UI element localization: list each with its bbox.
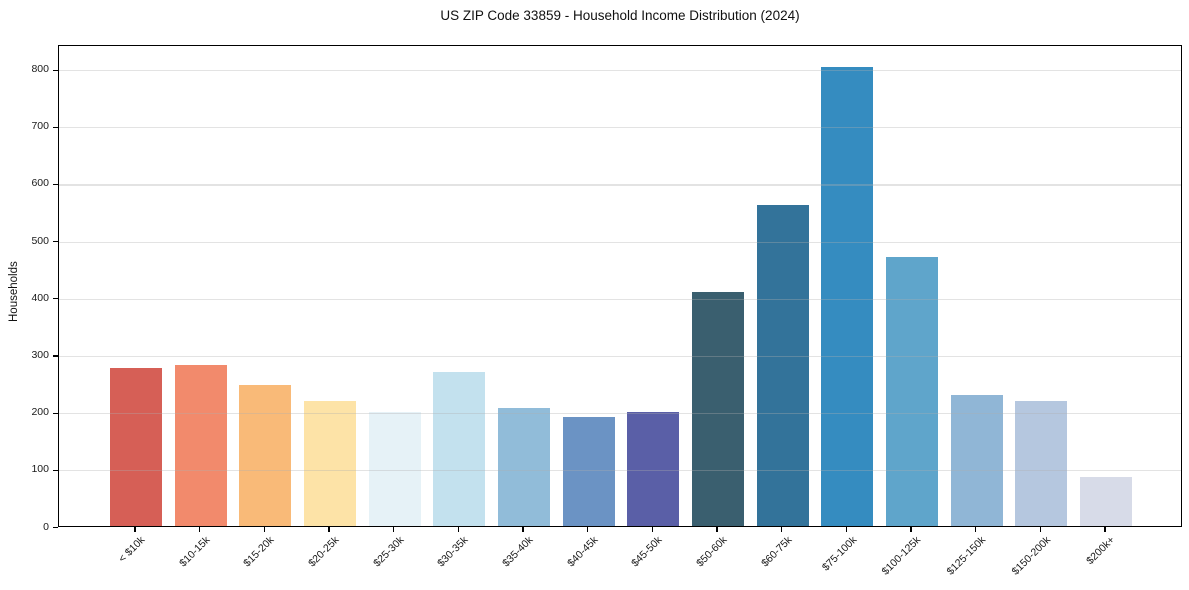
x-tick-label: < $10k (116, 534, 148, 565)
y-tick-label: 0 (43, 520, 49, 533)
x-tick-mark (263, 527, 265, 532)
x-tick-mark (651, 527, 653, 532)
gridline (59, 69, 1181, 72)
bar-$75-100k (821, 66, 874, 526)
gridline (59, 184, 1181, 186)
bar-$100-125k (886, 257, 939, 526)
bar-$30-35k (433, 371, 486, 526)
y-tick-label: 100 (31, 463, 49, 476)
x-tick-label: $60-75k (758, 534, 795, 570)
gridline (59, 241, 1181, 243)
x-tick-label: $50-60k (694, 534, 730, 570)
bar-$45-50k (627, 412, 680, 526)
x-tick-mark (199, 527, 201, 532)
x-tick-mark (1104, 527, 1106, 532)
gridline (59, 298, 1181, 300)
bar-$25-30k (368, 412, 421, 526)
bar-$20-25k (303, 400, 356, 526)
y-tick-mark (53, 527, 58, 529)
x-tick-mark (134, 527, 136, 532)
y-tick-label: 200 (31, 406, 49, 419)
x-tick-label: $10-15k (176, 534, 213, 570)
y-tick-mark (53, 355, 58, 357)
y-tick-label: 500 (31, 234, 49, 247)
x-tick-mark (716, 527, 718, 532)
chart-title: US ZIP Code 33859 - Household Income Dis… (440, 8, 800, 23)
x-tick-label: $35-40k (500, 534, 536, 570)
bar-$35-40k (497, 407, 550, 526)
y-tick-mark (53, 183, 58, 186)
x-tick-label: $20-25k (306, 534, 342, 570)
gridline (59, 413, 1181, 415)
x-tick-label: $125-150k (944, 534, 989, 578)
gridline (59, 355, 1181, 358)
x-tick-label: $75-100k (819, 534, 859, 574)
bar-$50-60k (692, 291, 744, 526)
y-tick-mark (53, 298, 58, 300)
bar-$150-200k (1015, 401, 1068, 526)
bar-$125-150k (950, 395, 1003, 526)
bar-$40-45k (562, 417, 615, 526)
bar-$15-20k (239, 385, 292, 526)
y-tick-label: 700 (31, 120, 49, 133)
plot-area (58, 45, 1182, 527)
x-tick-mark (781, 527, 783, 532)
y-tick-mark (53, 241, 58, 243)
x-tick-label: $45-50k (629, 534, 665, 570)
bar-< $10k (109, 368, 162, 526)
y-tick-mark (53, 469, 58, 471)
y-tick-mark (53, 412, 58, 414)
x-tick-label: $40-45k (564, 534, 601, 570)
y-tick-label: 400 (31, 291, 49, 304)
x-tick-label: $200k+ (1084, 534, 1118, 568)
x-tick-mark (457, 527, 459, 532)
x-tick-label: $25-30k (370, 534, 407, 570)
gridline (59, 127, 1181, 129)
bar-$60-75k (756, 204, 809, 526)
x-tick-mark (910, 527, 912, 532)
x-tick-mark (393, 527, 395, 532)
x-tick-mark (587, 527, 589, 532)
y-tick-mark (53, 69, 58, 71)
bar-$10-15k (174, 365, 227, 526)
gridline (59, 470, 1181, 472)
x-tick-label: $30-35k (435, 534, 471, 570)
x-tick-mark (1039, 527, 1041, 532)
x-tick-mark (522, 527, 524, 532)
x-tick-mark (845, 527, 847, 532)
bar-$200k+ (1080, 476, 1133, 526)
y-tick-mark (53, 126, 58, 128)
y-tick-label: 300 (31, 348, 49, 361)
x-tick-mark (328, 527, 330, 532)
x-tick-mark (975, 527, 977, 532)
x-tick-label: $150-200k (1009, 534, 1053, 578)
x-tick-label: $100-125k (879, 534, 924, 578)
y-tick-label: 600 (31, 177, 49, 190)
x-tick-label: $15-20k (241, 534, 277, 570)
y-tick-label: 800 (31, 63, 49, 76)
